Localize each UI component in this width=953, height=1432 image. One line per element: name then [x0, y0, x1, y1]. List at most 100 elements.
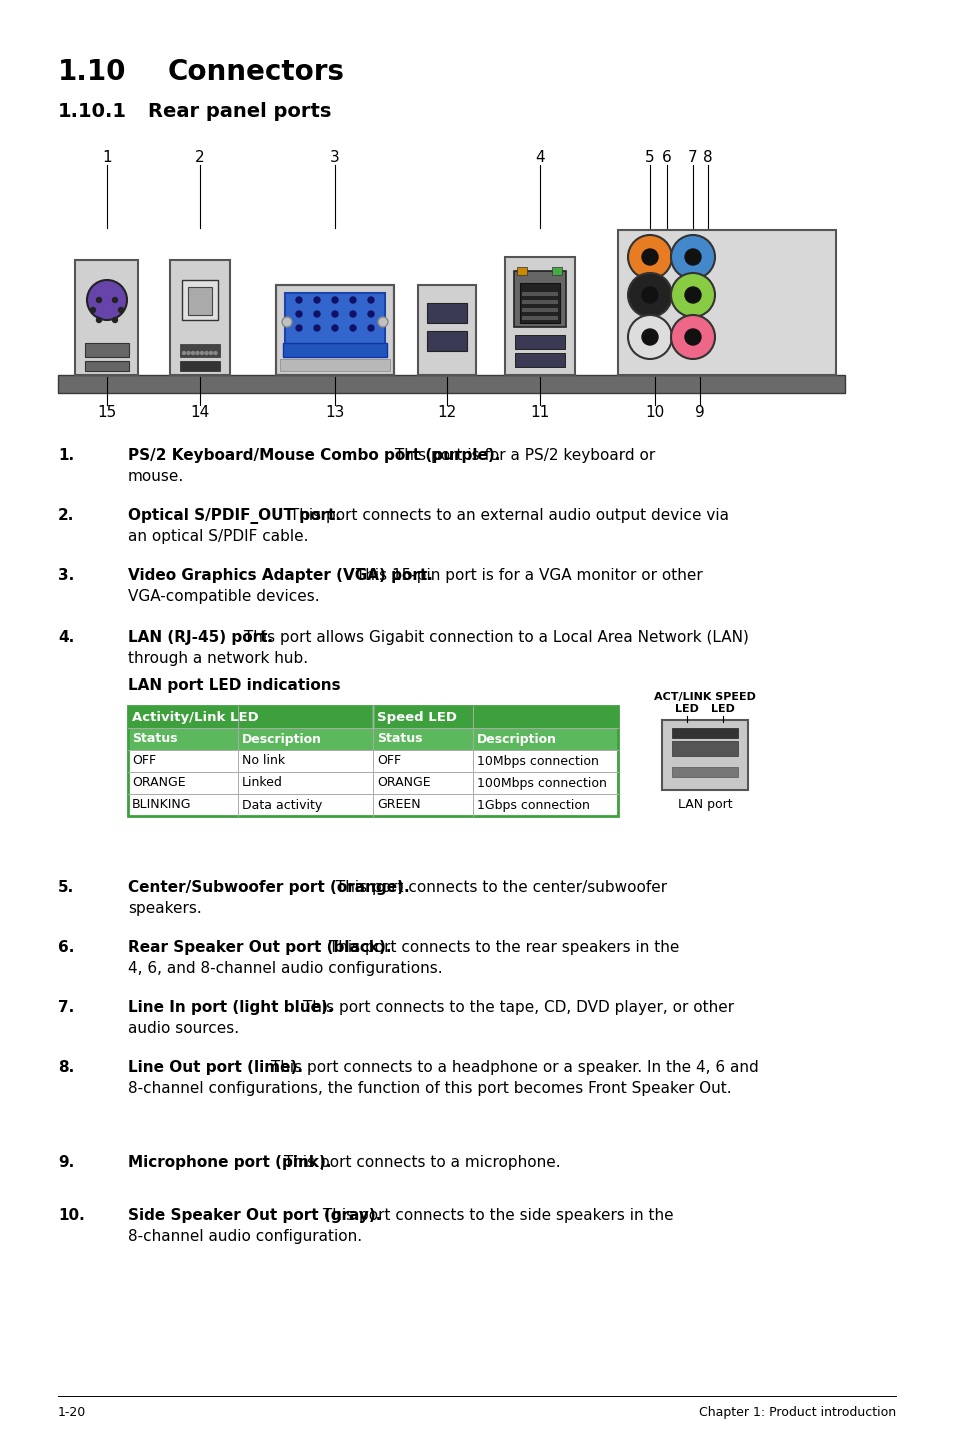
Text: 4, 6, and 8-channel audio configurations.: 4, 6, and 8-channel audio configurations…: [128, 961, 442, 977]
Text: 10: 10: [644, 405, 664, 420]
Bar: [180, 344, 220, 357]
Text: Side Speaker Out port (gray).: Side Speaker Out port (gray).: [128, 1209, 381, 1223]
Circle shape: [295, 325, 302, 331]
Bar: [515, 335, 564, 349]
Circle shape: [295, 311, 302, 316]
Bar: [128, 750, 618, 772]
Bar: [180, 361, 220, 371]
Circle shape: [195, 351, 199, 355]
Bar: [275, 285, 394, 375]
Text: OFF: OFF: [376, 755, 400, 768]
Text: 4.: 4.: [58, 630, 74, 644]
Bar: [671, 727, 738, 737]
Text: 13: 13: [325, 405, 344, 420]
Circle shape: [350, 311, 355, 316]
Text: No link: No link: [242, 755, 285, 768]
Bar: [521, 308, 558, 312]
Text: audio sources.: audio sources.: [128, 1021, 239, 1035]
Bar: [275, 285, 394, 375]
Circle shape: [332, 325, 337, 331]
Text: LAN port LED indications: LAN port LED indications: [128, 677, 340, 693]
Text: BLINKING: BLINKING: [132, 799, 192, 812]
Circle shape: [641, 249, 658, 265]
Text: Center/Subwoofer port (orange).: Center/Subwoofer port (orange).: [128, 881, 409, 895]
Text: Linked: Linked: [242, 776, 283, 789]
Circle shape: [332, 311, 337, 316]
Text: 1.10.1: 1.10.1: [58, 102, 127, 120]
Text: LED: LED: [675, 705, 699, 715]
Circle shape: [118, 308, 123, 312]
Text: through a network hub.: through a network hub.: [128, 652, 308, 666]
Text: Description: Description: [476, 733, 557, 746]
Text: 9: 9: [695, 405, 704, 420]
Circle shape: [627, 274, 671, 316]
Bar: [521, 292, 558, 296]
Text: This port connects to a microphone.: This port connects to a microphone.: [278, 1156, 559, 1170]
Text: Speed LED: Speed LED: [376, 710, 456, 723]
Text: This port connects to the rear speakers in the: This port connects to the rear speakers …: [324, 939, 679, 955]
Text: Line In port (light blue).: Line In port (light blue).: [128, 1000, 334, 1015]
Text: LAN (RJ-45) port.: LAN (RJ-45) port.: [128, 630, 273, 644]
Circle shape: [350, 325, 355, 331]
Circle shape: [684, 286, 700, 304]
Text: 6.: 6.: [58, 939, 74, 955]
Text: 1-20: 1-20: [58, 1406, 86, 1419]
Text: Description: Description: [242, 733, 322, 746]
Text: 2.: 2.: [58, 508, 74, 523]
Bar: [427, 331, 467, 351]
Text: 2: 2: [195, 150, 205, 165]
Text: speakers.: speakers.: [128, 901, 201, 916]
Bar: [285, 294, 385, 345]
Text: 10Mbps connection: 10Mbps connection: [476, 755, 598, 768]
Text: 8.: 8.: [58, 1060, 74, 1075]
Circle shape: [200, 351, 203, 355]
Bar: [618, 231, 835, 375]
Circle shape: [91, 308, 95, 312]
Text: Rear Speaker Out port (black).: Rear Speaker Out port (black).: [128, 939, 391, 955]
Circle shape: [314, 311, 319, 316]
Circle shape: [368, 311, 374, 316]
Circle shape: [96, 298, 101, 302]
Text: 15: 15: [97, 405, 116, 420]
Text: Line Out port (lime).: Line Out port (lime).: [128, 1060, 303, 1075]
Text: PS/2 Keyboard/Mouse Combo port (purple).: PS/2 Keyboard/Mouse Combo port (purple).: [128, 448, 500, 463]
Text: 1.10: 1.10: [58, 59, 127, 86]
Text: 5.: 5.: [58, 881, 74, 895]
Bar: [671, 740, 738, 756]
Text: 1.: 1.: [58, 448, 74, 463]
Bar: [283, 344, 387, 357]
Circle shape: [295, 296, 302, 304]
Bar: [75, 261, 138, 375]
Bar: [128, 727, 618, 750]
Text: 5: 5: [644, 150, 654, 165]
Text: Status: Status: [132, 733, 177, 746]
Text: ORANGE: ORANGE: [376, 776, 430, 789]
Circle shape: [627, 235, 671, 279]
Bar: [128, 772, 618, 793]
Bar: [128, 706, 618, 816]
Circle shape: [377, 316, 388, 326]
Bar: [170, 261, 230, 375]
Circle shape: [192, 351, 194, 355]
Text: This 15-pin port is for a VGA monitor or other: This 15-pin port is for a VGA monitor or…: [351, 569, 701, 583]
Circle shape: [210, 351, 213, 355]
Circle shape: [187, 351, 190, 355]
Bar: [188, 286, 212, 315]
Text: ACT/LINK SPEED: ACT/LINK SPEED: [654, 692, 755, 702]
Text: Data activity: Data activity: [242, 799, 322, 812]
Text: 7.: 7.: [58, 1000, 74, 1015]
Circle shape: [641, 286, 658, 304]
Text: 10.: 10.: [58, 1209, 85, 1223]
Text: Rear panel ports: Rear panel ports: [148, 102, 331, 120]
Bar: [58, 375, 844, 392]
Text: an optical S/PDIF cable.: an optical S/PDIF cable.: [128, 528, 308, 544]
Text: Video Graphics Adapter (VGA) port.: Video Graphics Adapter (VGA) port.: [128, 569, 433, 583]
Bar: [552, 266, 561, 275]
Circle shape: [213, 351, 216, 355]
Bar: [85, 361, 129, 371]
Text: 14: 14: [191, 405, 210, 420]
Bar: [661, 720, 747, 790]
Text: This port connects to an external audio output device via: This port connects to an external audio …: [285, 508, 728, 523]
Circle shape: [368, 325, 374, 331]
Text: 9.: 9.: [58, 1156, 74, 1170]
